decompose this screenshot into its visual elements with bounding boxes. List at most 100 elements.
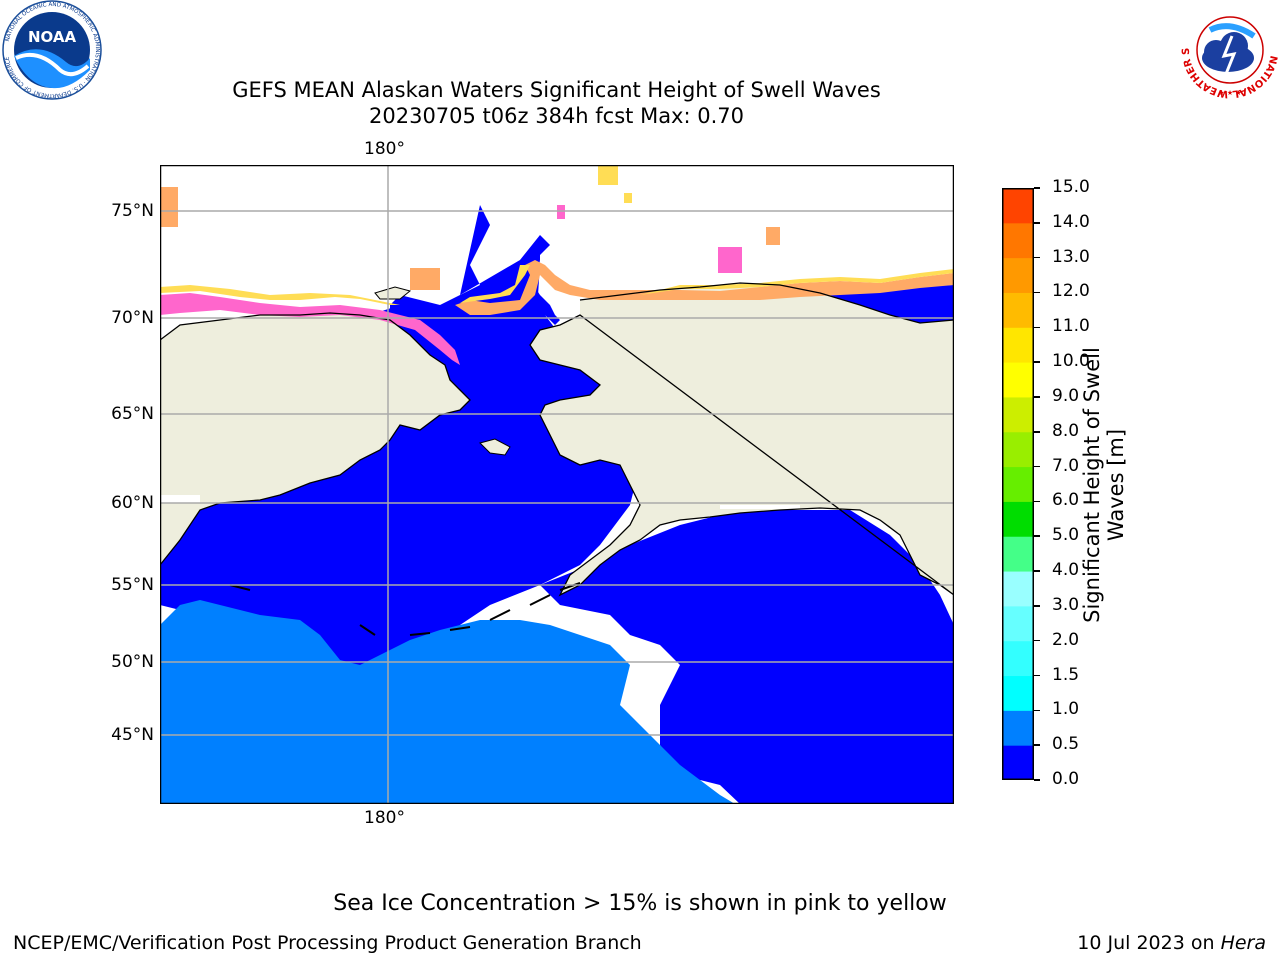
lat-label-70: 70°N [111, 308, 154, 328]
ice-patch [410, 268, 440, 290]
sea-ice-chukchi [455, 260, 954, 315]
colorbar-tick-label: 3.0 [1052, 594, 1080, 615]
colorbar-tick-label: 10.0 [1052, 351, 1090, 372]
noaa-wordmark: NOAA [28, 28, 77, 46]
colorbar-tick-label: 11.0 [1052, 316, 1090, 337]
colorbar-tick-mark [1034, 779, 1040, 781]
ice-patch [718, 247, 742, 273]
ice-patch [766, 227, 780, 245]
lon-label-top: 180° [364, 139, 405, 159]
colorbar-tick-label: 9.0 [1052, 385, 1080, 406]
no-data-strip [720, 505, 800, 509]
footer-host: Hera [1220, 932, 1266, 954]
colorbar-segment [1002, 501, 1034, 537]
colorbar-tick-mark [1034, 431, 1040, 433]
footer-left: NCEP/EMC/Verification Post Processing Pr… [13, 932, 642, 954]
aleutian-islands [229, 582, 581, 636]
colorbar-tick-mark [1034, 326, 1040, 329]
colorbar-tick-mark [1034, 605, 1040, 607]
colorbar-tick-mark [1034, 744, 1040, 746]
land-siberia [160, 313, 470, 565]
colorbar-tick-mark [1034, 500, 1040, 503]
colorbar-tick-label: 12.0 [1052, 281, 1090, 302]
wrangel-island [374, 286, 412, 300]
colorbar-tick-mark [1034, 570, 1040, 572]
colorbar-tick-label: 6.0 [1052, 490, 1080, 511]
land-alaska [530, 283, 954, 595]
ice-patch [598, 165, 618, 185]
no-data-strip [160, 495, 200, 503]
colorbar-tick-mark [1034, 256, 1040, 259]
colorbar-segment [1002, 605, 1034, 642]
colorbar-tick-label: 14.0 [1052, 211, 1090, 232]
colorbar-tick-mark [1034, 709, 1040, 712]
colorbar-tick-label: 7.0 [1052, 455, 1080, 476]
footer-date: 10 Jul 2023 on [1077, 932, 1221, 954]
st-lawrence-island [479, 438, 511, 456]
ice-patch [160, 187, 178, 227]
colorbar [1002, 188, 1034, 781]
colorbar-tick-mark [1034, 291, 1040, 294]
lat-label-60: 60°N [111, 493, 154, 513]
lat-label-75: 75°N [111, 201, 154, 221]
coastline [160, 312, 471, 566]
colorbar-segment [1002, 396, 1034, 433]
colorbar-tick-mark [1034, 535, 1040, 537]
colorbar-segment [1002, 222, 1034, 259]
colorbar-segment [1002, 431, 1034, 468]
colorbar-tick-mark [1034, 674, 1040, 677]
lon-label-bottom: 180° [364, 808, 405, 828]
colorbar-segment [1002, 675, 1034, 711]
water-mid-region [160, 600, 735, 804]
svg-text:★ ★ ★: ★ ★ ★ [1218, 89, 1241, 97]
colorbar-segment [1002, 536, 1034, 572]
colorbar-segment [1002, 292, 1034, 328]
colorbar-segment [1002, 362, 1034, 398]
colorbar-tick-label: 1.0 [1052, 699, 1080, 720]
colorbar-tick-label: 5.0 [1052, 525, 1080, 546]
colorbar-segment [1002, 710, 1034, 746]
colorbar-tick-label: 0.0 [1052, 769, 1080, 789]
colorbar-segment [1002, 188, 1034, 224]
water-low-gulf [540, 510, 954, 804]
ice-patch [557, 205, 565, 219]
colorbar-tick-mark [1034, 361, 1040, 363]
lat-label-45: 45°N [111, 725, 154, 745]
map-title: GEFS MEAN Alaskan Waters Significant Hei… [232, 78, 881, 102]
colorbar-tick-label: 2.0 [1052, 629, 1080, 650]
nws-logo: NATIONAL WEATHER SERVICE ★ ★ ★ [1176, 0, 1280, 100]
gridlines [160, 165, 954, 804]
map-subtitle: 20230705 t06z 384h fcst Max: 0.70 [369, 104, 744, 128]
colorbar-segment [1002, 571, 1034, 607]
noaa-logo: NOAA NATIONAL OCEANIC AND ATMOSPHERIC AD… [0, 0, 104, 100]
colorbar-tick-mark [1034, 187, 1040, 189]
map-frame [159, 164, 955, 805]
map-canvas [159, 164, 955, 805]
colorbar-tick-label: 0.5 [1052, 734, 1080, 755]
footer-right: 10 Jul 2023 on Hera [1077, 932, 1266, 954]
colorbar-tick-label: 15.0 [1052, 177, 1090, 197]
colorbar-swatches [1002, 188, 1034, 781]
lat-label-50: 50°N [111, 652, 154, 672]
colorbar-tick-label: 13.0 [1052, 246, 1090, 267]
colorbar-tick-label: 8.0 [1052, 420, 1080, 441]
ice-patch [624, 193, 632, 203]
colorbar-tick-mark [1034, 639, 1040, 642]
lat-label-55: 55°N [111, 575, 154, 595]
colorbar-tick-mark [1034, 465, 1040, 468]
map-panel [159, 164, 955, 805]
colorbar-segment [1002, 745, 1034, 781]
colorbar-tick-mark [1034, 396, 1040, 398]
colorbar-segment [1002, 327, 1034, 363]
colorbar-segment [1002, 257, 1034, 293]
colorbar-segment [1002, 640, 1034, 677]
colorbar-tick-label: 1.5 [1052, 664, 1080, 685]
colorbar-tick-mark [1034, 222, 1040, 224]
sea-ice-siberia [160, 293, 460, 365]
colorbar-frame [1002, 188, 1034, 780]
lat-label-65: 65°N [111, 404, 154, 424]
colorbar-segment [1002, 466, 1034, 502]
colorbar-tick-label: 4.0 [1052, 560, 1080, 581]
ice-caption: Sea Ice Concentration > 15% is shown in … [333, 891, 947, 916]
colorbar-label-text: Significant Height of Swell Waves [m] [1080, 347, 1128, 623]
